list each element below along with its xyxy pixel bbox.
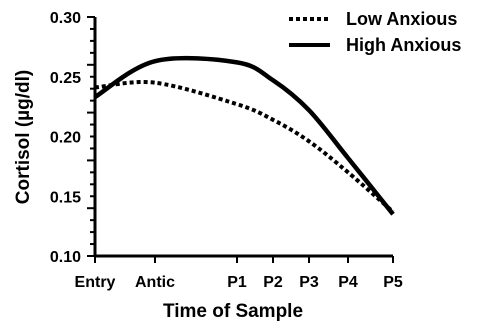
high-anxious-legend-label: High Anxious	[346, 35, 461, 55]
x-tick-label: P4	[338, 274, 358, 291]
high-anxious-line	[93, 55, 395, 216]
y-tick-label: 0.30	[50, 10, 81, 27]
y-tick-label: 0.10	[50, 249, 81, 266]
low-anxious-line	[94, 80, 395, 214]
x-tick-label: P5	[383, 274, 403, 291]
x-tick-label: Entry	[75, 274, 116, 291]
x-ticks: Entry Antic P1 P2 P3 P4 P5	[75, 256, 403, 291]
x-tick-label: P2	[263, 274, 283, 291]
x-axis-label: Time of Sample	[163, 301, 303, 322]
y-tick-label: 0.25	[50, 70, 81, 87]
legend: Low Anxious High Anxious	[289, 9, 461, 55]
x-tick-label: P1	[227, 274, 247, 291]
series-lines	[93, 55, 395, 216]
low-anxious-legend-label: Low Anxious	[346, 9, 457, 29]
x-tick-label: Antic	[135, 274, 175, 291]
y-axis-label: Cortisol (µg/dl)	[13, 70, 34, 204]
y-tick-label: 0.15	[50, 189, 81, 206]
x-tick-label: P3	[299, 274, 319, 291]
y-ticks: 0.10 0.15 0.20 0.25 0.30	[50, 10, 95, 266]
y-tick-label: 0.20	[50, 130, 81, 147]
